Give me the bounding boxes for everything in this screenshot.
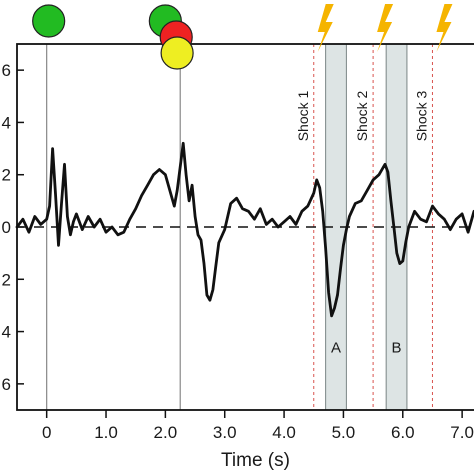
y-tick-label: 2 bbox=[2, 166, 11, 185]
y-tick-label: 2 bbox=[2, 270, 11, 289]
x-tick-label: 1.0 bbox=[94, 423, 118, 442]
region-label-A: A bbox=[331, 339, 341, 356]
shock-label-1: Shock 1 bbox=[295, 90, 311, 141]
x-axis-title: Time (s) bbox=[221, 450, 290, 471]
region-label-B: B bbox=[392, 339, 402, 356]
event-lines bbox=[46, 44, 181, 410]
x-tick-label: 5.0 bbox=[332, 423, 356, 442]
y-tick-label: 4 bbox=[2, 113, 11, 132]
x-tick-label: 0 bbox=[42, 423, 51, 442]
y-axis: 6 4 2 0 2 4 6 bbox=[2, 61, 24, 394]
y-tick-label: 6 bbox=[2, 375, 11, 394]
y-tick-label: 0 bbox=[2, 218, 11, 237]
shock-label-2: Shock 2 bbox=[354, 90, 370, 141]
lightning-bolt-icon bbox=[377, 4, 394, 52]
event-marker-4 bbox=[160, 36, 194, 70]
series-line-1 bbox=[15, 141, 474, 318]
x-tick-label: 4.0 bbox=[272, 423, 296, 442]
x-tick-label: 7.0 bbox=[450, 423, 474, 442]
x-axis: 0 1.0 2.0 3.0 4.0 5.0 6.0 7.0 bbox=[42, 410, 474, 442]
x-tick-label: 3.0 bbox=[213, 423, 237, 442]
lightning-bolt-icon bbox=[436, 4, 453, 52]
series bbox=[15, 141, 474, 318]
x-tick-label: 2.0 bbox=[154, 423, 178, 442]
x-tick-label: 6.0 bbox=[391, 423, 415, 442]
event-markers bbox=[32, 4, 194, 70]
lightning-bolt-icon bbox=[317, 4, 334, 52]
event-marker-1 bbox=[32, 4, 66, 38]
shock-bolts bbox=[317, 4, 453, 52]
shock-labels: Shock 1 Shock 2 Shock 3 bbox=[295, 90, 430, 141]
y-tick-label: 4 bbox=[2, 323, 11, 342]
shock-label-3: Shock 3 bbox=[413, 90, 429, 141]
y-tick-label: 6 bbox=[2, 61, 11, 80]
